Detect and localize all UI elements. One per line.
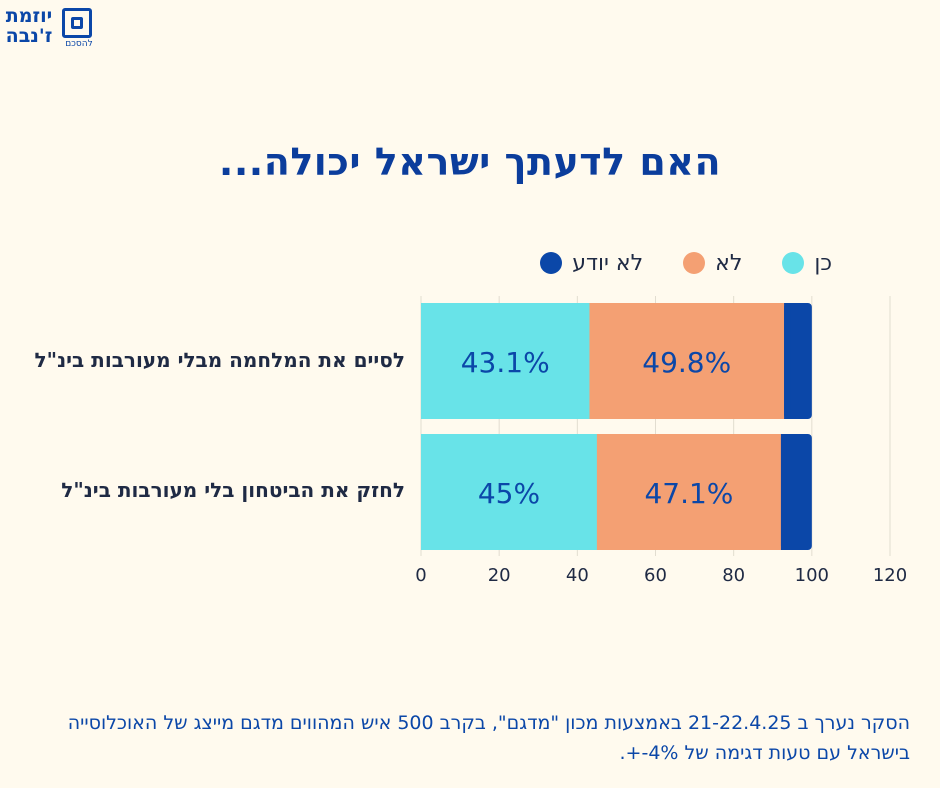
logo-text: יוזמת ז'נבה bbox=[4, 6, 54, 46]
logo-line2: ז'נבה bbox=[5, 25, 53, 47]
bar-segment-yes bbox=[421, 434, 598, 550]
x-tick-label: 40 bbox=[566, 565, 589, 586]
x-tick-label: 20 bbox=[488, 565, 511, 586]
data-label: 47.1% bbox=[644, 477, 733, 510]
logo-line1: יוזמת bbox=[5, 5, 53, 27]
bar-segment-dont-know bbox=[784, 303, 812, 419]
x-tick-label: 100 bbox=[795, 565, 829, 586]
bar-segment-dont-know-edge bbox=[784, 303, 791, 419]
data-label: 49.8% bbox=[642, 346, 731, 379]
footnote: הסקר נערך ב 21-22.4.25 באמצעות מכון "מדג… bbox=[67, 712, 910, 764]
legend-dot-dont-know bbox=[540, 252, 563, 274]
bar-segment-dont-know bbox=[780, 434, 812, 550]
bar-segment-dont-know-edge bbox=[780, 434, 787, 550]
logo-icon bbox=[62, 8, 92, 38]
bar-segment-no bbox=[596, 434, 782, 550]
legend-label-yes: כן bbox=[814, 250, 832, 276]
chart-title: האם לדעתך ישראל יכולה... bbox=[218, 140, 722, 184]
legend-item-no: לא bbox=[683, 251, 742, 276]
bar-segment-no bbox=[589, 303, 785, 419]
legend-item-dont-know: לא יודע bbox=[540, 251, 643, 276]
legend-dot-no bbox=[683, 252, 706, 274]
data-label: 45% bbox=[478, 477, 540, 510]
category-label-strengthen-security: לחזק את הביטחון בלי מעורבות בינ"ל bbox=[61, 478, 405, 502]
logo-subtext: להסכם bbox=[65, 39, 93, 49]
legend-item-yes: כן bbox=[782, 251, 832, 276]
legend: כן לא לא יודע bbox=[540, 248, 832, 278]
logo: יוזמת ז'נבה להסכם bbox=[4, 6, 96, 50]
x-tick-label: 60 bbox=[644, 565, 667, 586]
x-tick-label: 80 bbox=[722, 565, 745, 586]
legend-label-dont-know: לא יודע bbox=[572, 250, 644, 276]
x-tick-label: 120 bbox=[873, 565, 907, 586]
x-tick-label: 0 bbox=[415, 565, 426, 586]
legend-dot-yes bbox=[782, 252, 805, 274]
data-label: 43.1% bbox=[461, 346, 550, 379]
category-label-end-war: לסיים את המלחמה מבלי מעורבות בינ"ל bbox=[34, 348, 405, 372]
bar-segment-yes bbox=[421, 303, 590, 419]
legend-label-no: לא bbox=[715, 250, 743, 276]
